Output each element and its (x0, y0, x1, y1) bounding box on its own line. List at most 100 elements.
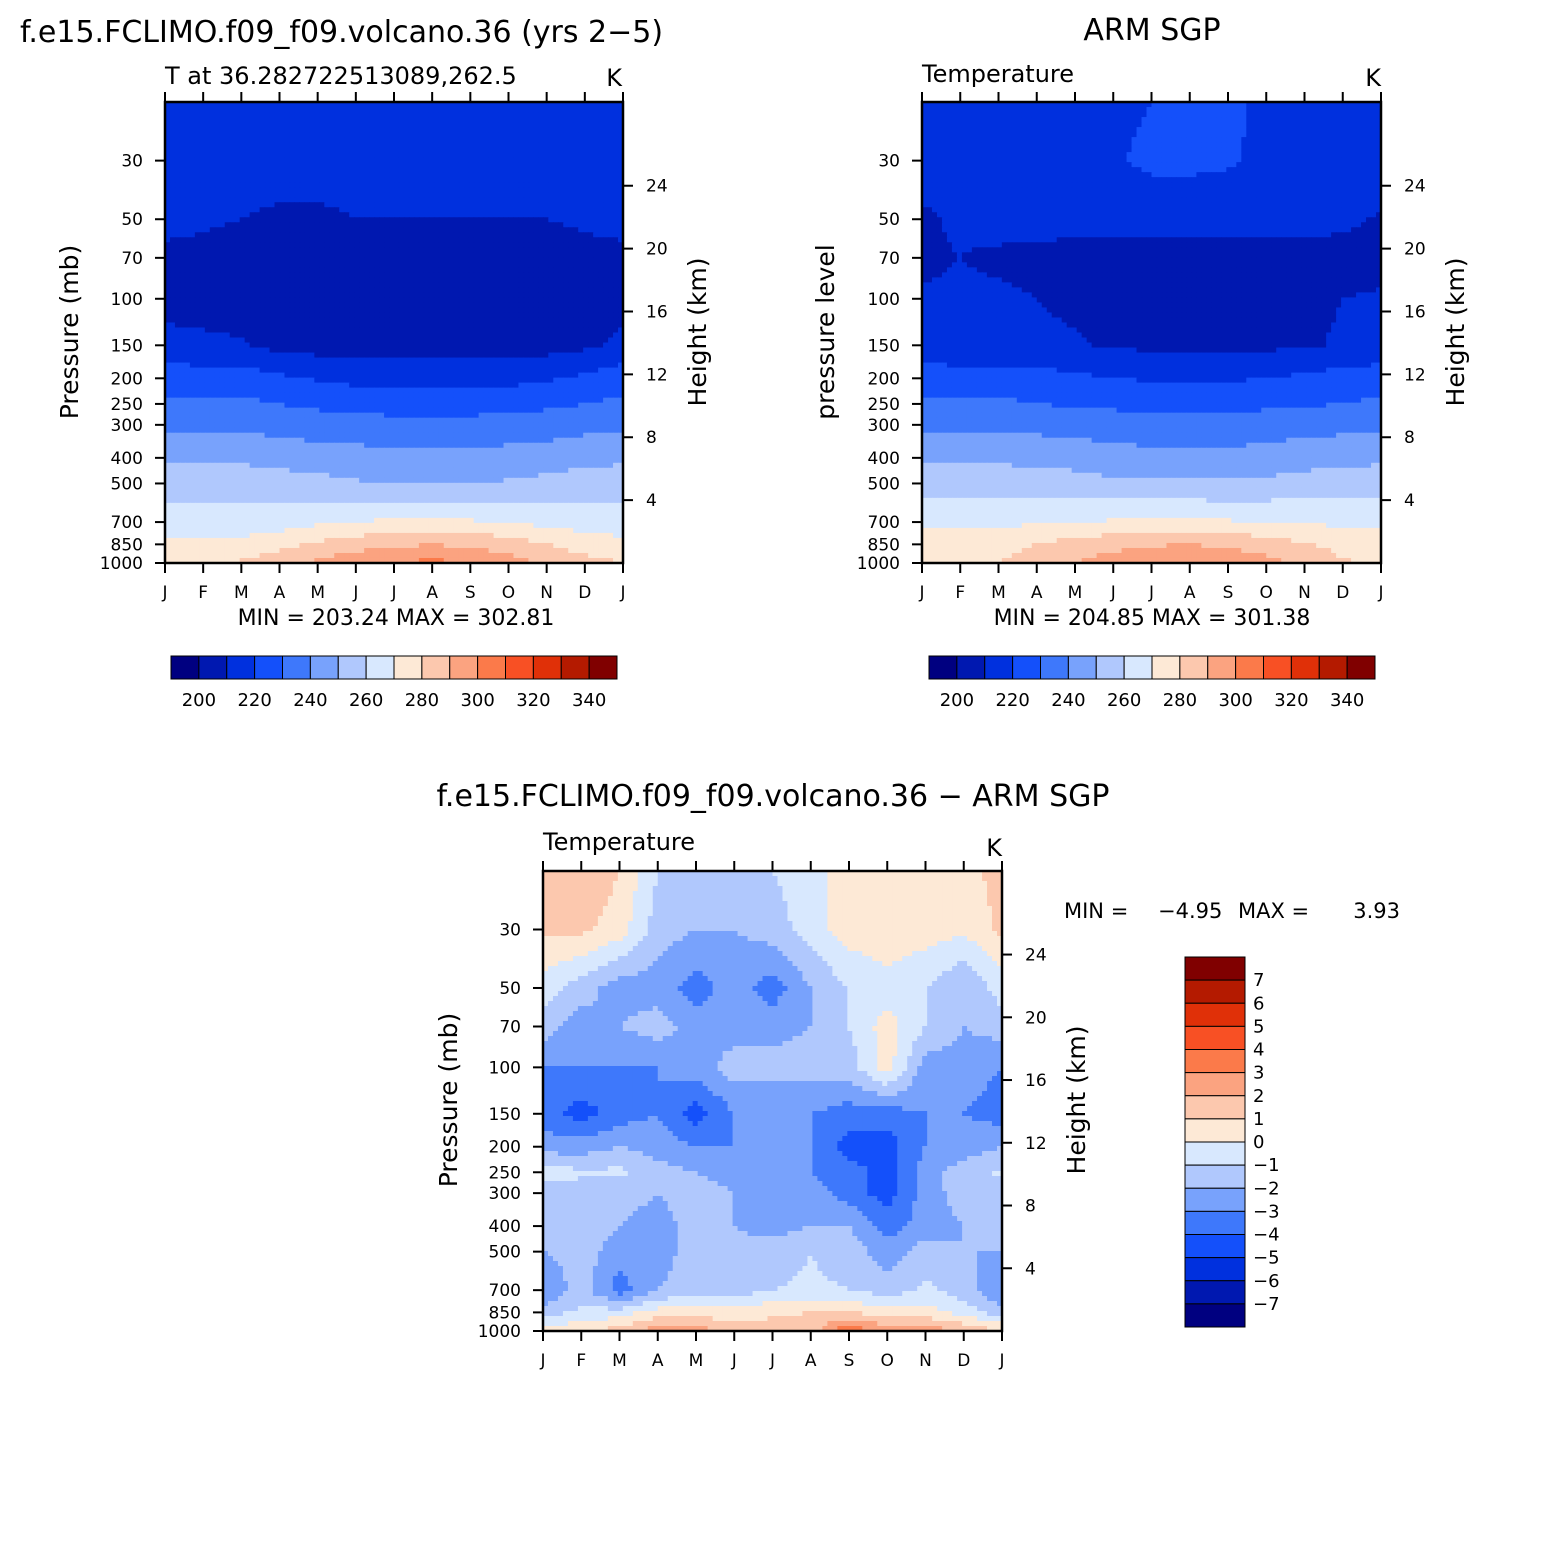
contour-cell (468, 327, 475, 334)
contour-cell (179, 142, 186, 148)
contour-cell (184, 367, 191, 374)
contour-cell (528, 107, 534, 113)
contour-cell (478, 172, 485, 178)
contour-cell (433, 232, 440, 238)
contour-cell (448, 177, 455, 183)
contour-cell (394, 222, 400, 228)
contour-cell (339, 302, 345, 309)
contour-cell (179, 172, 186, 178)
contour-cell (274, 232, 281, 238)
contour-cell (324, 157, 330, 163)
contour-cell (224, 372, 231, 379)
contour-cell (374, 122, 380, 128)
contour-cell (463, 292, 470, 299)
contour-cell (398, 217, 405, 223)
contour-cell (613, 367, 619, 374)
contour-cell (234, 322, 241, 329)
contour-cell (254, 127, 261, 133)
contour-cell (458, 162, 465, 168)
contour-cell (234, 207, 241, 213)
contour-cell (543, 132, 549, 138)
contour-cell (608, 177, 614, 183)
contour-cell (354, 242, 360, 248)
contour-cell (244, 127, 251, 133)
contour-cell (204, 217, 211, 223)
contour-cell (324, 162, 330, 168)
contour-cell (299, 192, 305, 198)
contour-cell (204, 162, 211, 168)
contour-cell (603, 292, 609, 299)
contour-cell (448, 342, 455, 349)
contour-cell (304, 137, 310, 143)
contour-cell (603, 252, 609, 258)
contour-cell (483, 202, 490, 208)
contour-cell (528, 277, 534, 283)
contour-cell (244, 332, 251, 339)
contour-cell (219, 177, 226, 183)
contour-cell (169, 342, 176, 349)
contour-cell (199, 287, 206, 294)
contour-cell (478, 177, 485, 183)
contour-cell (608, 187, 614, 193)
contour-cell (458, 177, 465, 183)
contour-cell (468, 102, 475, 108)
contour-cell (598, 282, 604, 288)
contour-cell (364, 282, 370, 288)
contour-cell (403, 337, 410, 344)
contour-cell (503, 347, 510, 354)
contour-cell (443, 277, 450, 283)
contour-cell (379, 157, 385, 163)
contour-cell (603, 212, 609, 218)
contour-cell (374, 142, 380, 148)
contour-cell (274, 282, 281, 288)
contour-cell (548, 152, 554, 158)
contour-cell (234, 237, 241, 243)
contour-cell (389, 357, 395, 364)
contour-cell (538, 207, 544, 213)
contour-cell (528, 137, 534, 143)
contour-cell (423, 347, 430, 354)
contour-cell (558, 222, 564, 228)
contour-cell (483, 277, 490, 283)
contour-cell (453, 152, 460, 158)
contour-cell (314, 347, 320, 354)
contour-cell (234, 292, 241, 299)
contour-cell (418, 102, 425, 108)
contour-cell (458, 187, 465, 193)
contour-cell (478, 192, 485, 198)
contour-cell (608, 197, 614, 203)
contour-cell (538, 182, 544, 188)
contour-cell (239, 187, 246, 193)
contour-cell (354, 247, 360, 253)
contour-cell (219, 272, 226, 278)
contour-cell (563, 207, 569, 213)
contour-cell (229, 267, 236, 273)
contour-cell (523, 307, 530, 314)
contour-cell (488, 262, 495, 268)
contour-cell (413, 137, 420, 143)
contour-cell (394, 262, 400, 268)
contour-cell (269, 187, 276, 193)
contour-cell (473, 202, 480, 208)
contour-cell (214, 242, 221, 248)
contour-cell (214, 262, 221, 268)
contour-cell (299, 362, 305, 369)
contour-cell (543, 242, 549, 248)
contour-cell (334, 202, 340, 208)
contour-cell (224, 337, 231, 344)
contour-cell (593, 232, 599, 238)
contour-cell (453, 202, 460, 208)
contour-cell (528, 232, 534, 238)
contour-cell (274, 372, 281, 379)
contour-cell (304, 112, 310, 118)
contour-cell (254, 357, 261, 364)
contour-cell (568, 117, 574, 123)
contour-cell (389, 302, 395, 309)
contour-cell (483, 252, 490, 258)
contour-cell (359, 247, 365, 253)
contour-cell (398, 172, 405, 178)
contour-cell (224, 117, 231, 123)
contour-cell (553, 367, 559, 374)
contour-cell (239, 292, 246, 299)
contour-cell (289, 257, 296, 263)
